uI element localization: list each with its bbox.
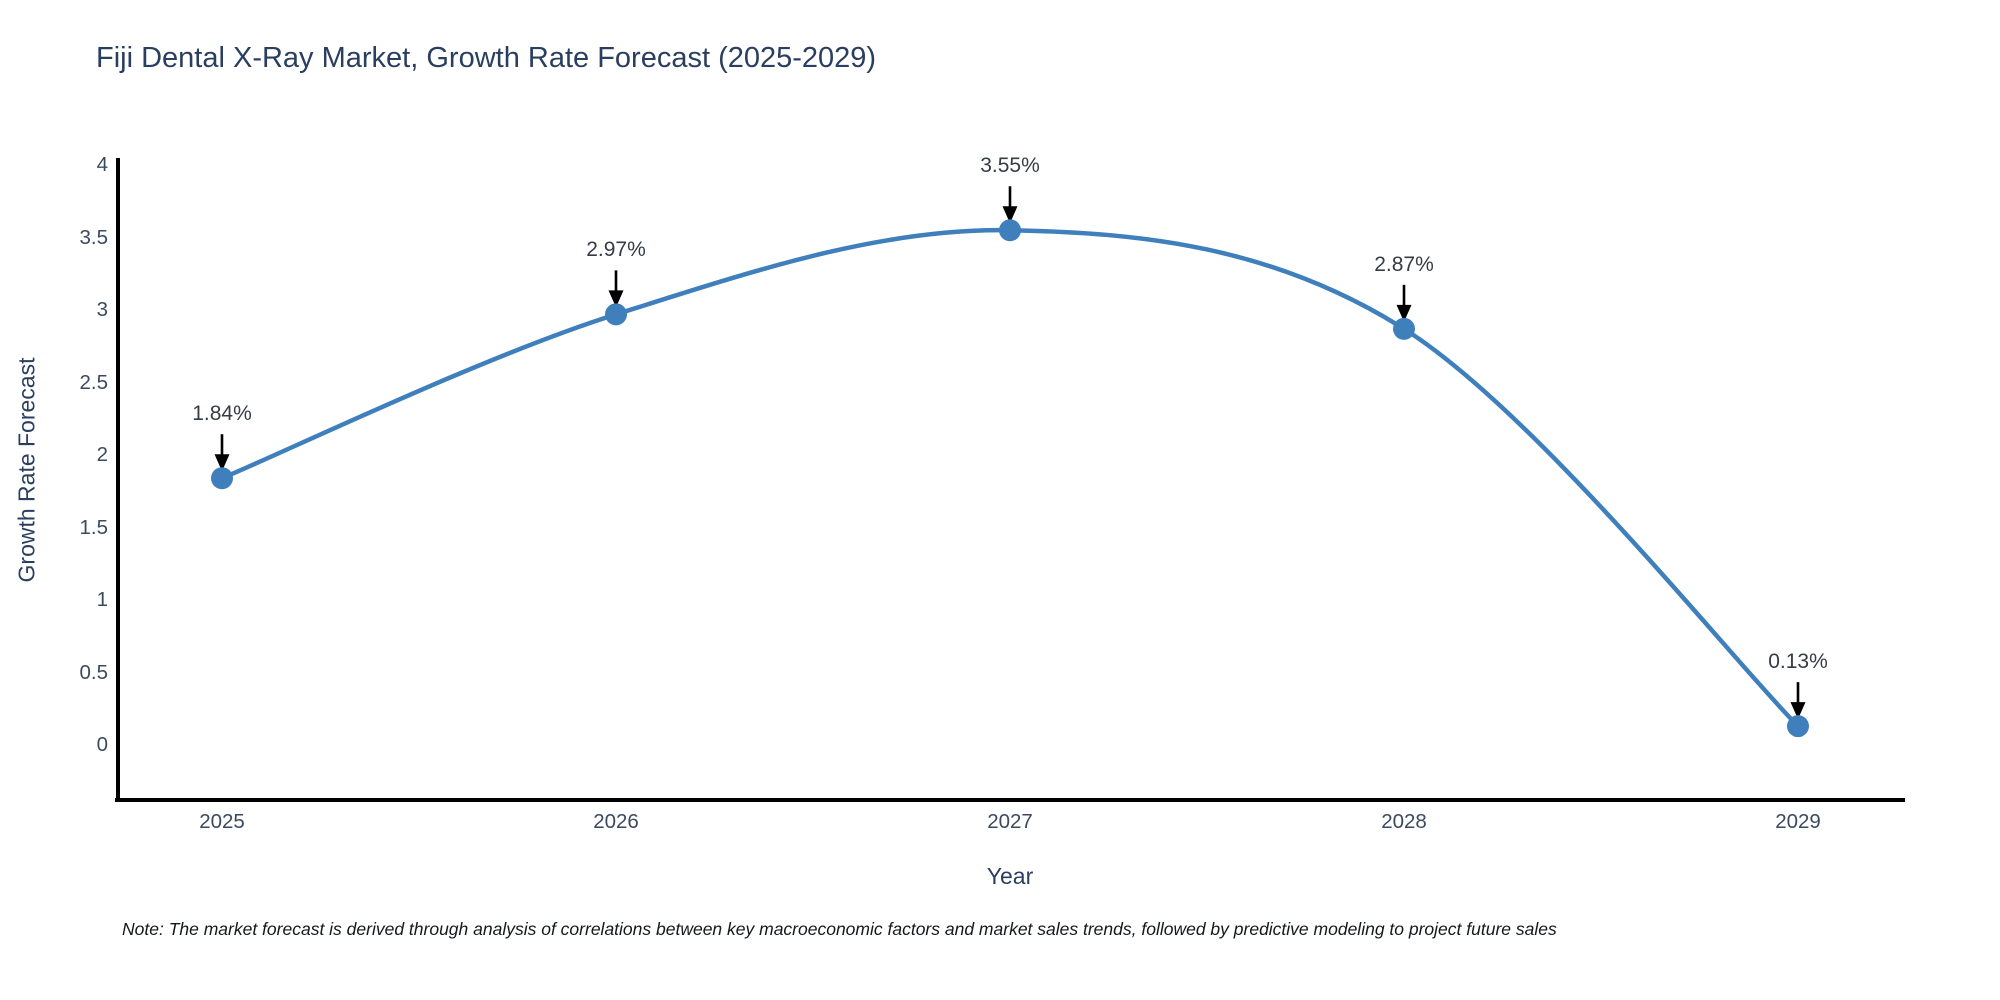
data-point-marker [211,467,233,490]
point-value-label: 2.97% [586,238,646,262]
chart-title: Fiji Dental X-Ray Market, Growth Rate Fo… [96,42,877,74]
point-value-label: 2.87% [1374,252,1434,276]
y-tick-label: 2 [96,443,108,466]
x-axis-title: Year [986,863,1034,889]
y-tick-label: 3 [96,298,108,321]
y-tick-label: 0.5 [79,660,109,684]
x-tick-label: 2025 [199,810,245,833]
x-tick-label: 2027 [987,810,1033,833]
y-tick-label: 1.5 [79,515,109,539]
annotation-arrowhead-icon [1396,304,1412,322]
forecast-line [219,227,1801,729]
y-tick-label: 0 [96,733,108,756]
point-value-label: 1.84% [192,402,252,426]
y-tick-label: 2.5 [79,370,109,394]
data-point-marker [1787,715,1809,738]
annotation-arrowhead-icon [1002,206,1018,224]
data-point-marker [605,303,627,326]
point-value-label: 3.55% [980,154,1040,178]
data-point-marker [1393,317,1415,340]
annotation-arrowhead-icon [608,290,624,308]
data-point-marker [999,219,1021,242]
y-tick-label: 4 [96,153,108,176]
annotation-arrowhead-icon [1790,702,1806,720]
y-tick-label: 3.5 [79,225,109,249]
annotation-arrowhead-icon [214,454,230,472]
x-tick-label: 2028 [1381,810,1427,833]
point-value-label: 0.13% [1768,650,1828,674]
footnote: Note: The market forecast is derived thr… [122,919,1557,939]
y-tick-label: 1 [96,588,108,611]
x-tick-label: 2029 [1775,810,1821,833]
x-tick-label: 2026 [593,810,639,833]
